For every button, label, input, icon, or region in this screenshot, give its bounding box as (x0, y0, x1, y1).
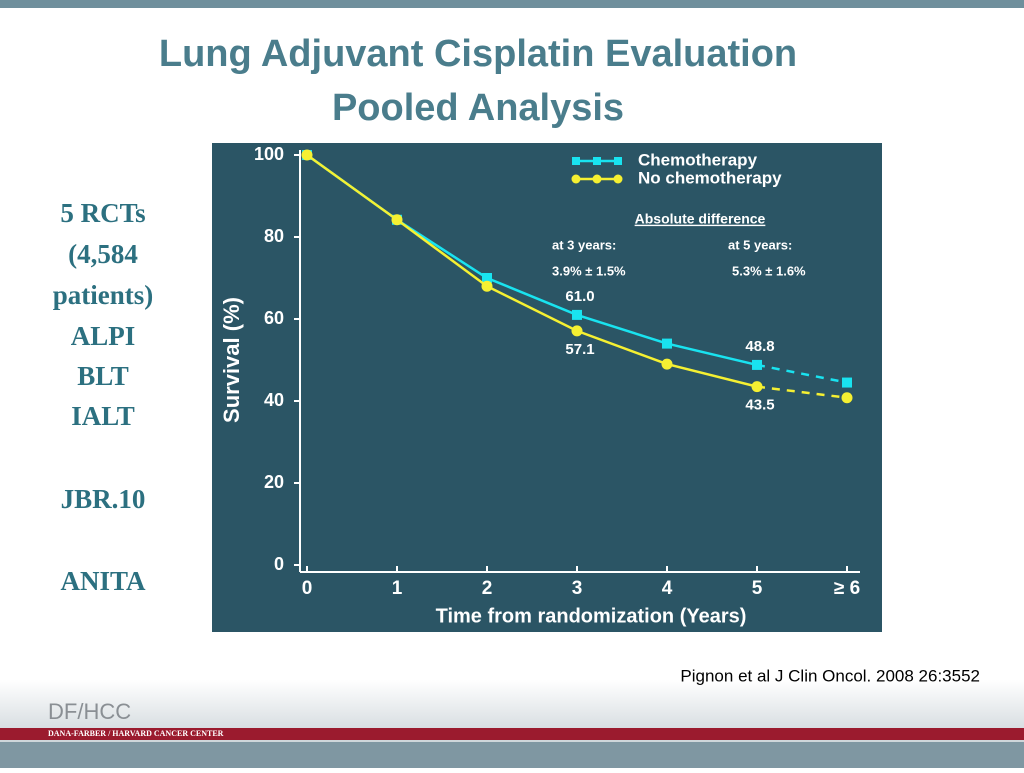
x-axis-label: Time from randomization (Years) (436, 605, 747, 627)
legend-marker (571, 174, 581, 184)
x-tick-label: 2 (482, 578, 493, 599)
value-label: 43.5 (745, 397, 774, 414)
marker (661, 358, 673, 370)
value-label: 57.1 (565, 341, 594, 358)
y-tick-label: 60 (264, 308, 284, 328)
title-line: Lung Adjuvant Cisplatin Evaluation (159, 33, 797, 75)
marker (301, 149, 313, 161)
x-tick-label: 5 (752, 578, 763, 599)
x-tick-label: 0 (302, 578, 313, 599)
series-line (756, 385, 848, 399)
side-text: 5 RCTs (60, 198, 145, 228)
annotation: Absolute difference (635, 211, 766, 227)
logo: DF/HCC (48, 699, 131, 724)
series-line (756, 363, 848, 384)
marker (571, 325, 583, 337)
annotation: 3.9% ± 1.5% (552, 263, 626, 278)
side-text: IALT (71, 401, 135, 431)
y-tick-label: 40 (264, 390, 284, 410)
footer-bottom (0, 742, 1024, 768)
annotation: at 5 years: (728, 237, 792, 252)
title-line: Pooled Analysis (332, 87, 624, 129)
marker (482, 273, 492, 283)
side-text: ANITA (60, 566, 146, 596)
legend-marker (572, 157, 580, 165)
side-text: (4,584 (68, 239, 138, 269)
side-text: patients) (53, 280, 154, 310)
value-label: 48.8 (745, 338, 774, 355)
marker (662, 338, 672, 349)
legend-marker (613, 174, 623, 184)
annotation: at 3 years: (552, 237, 616, 252)
marker (751, 381, 763, 393)
marker (391, 214, 403, 226)
x-tick-label: 4 (662, 578, 673, 599)
legend-marker (592, 174, 602, 184)
y-tick-label: 100 (254, 144, 284, 164)
y-axis-label: Survival (%) (219, 297, 244, 423)
x-tick-label: 3 (572, 578, 583, 599)
footer-stripe (0, 728, 1024, 740)
y-tick-label: 0 (274, 554, 284, 574)
series-line (306, 153, 758, 388)
side-text: BLT (77, 361, 129, 391)
logo-subtitle: DANA-FARBER / HARVARD CANCER CENTER (48, 729, 224, 738)
legend-marker (614, 157, 622, 165)
marker (572, 309, 582, 320)
marker (752, 359, 762, 370)
side-text: JBR.10 (61, 484, 146, 514)
x-tick-label: 1 (392, 578, 403, 599)
top-band (0, 0, 1024, 8)
side-text-group: 5 RCTs (4,584 patients) ALPI BLT IALT JBR.10 AN… (53, 198, 154, 596)
marker (842, 377, 852, 388)
value-label: 61.0 (565, 288, 594, 305)
citation: Pignon et al J Clin Oncol. 2008 26:3552 (680, 666, 980, 685)
marker (481, 280, 493, 292)
y-tick-label: 80 (264, 226, 284, 246)
legend-label: No chemotherapy (638, 168, 782, 187)
plot-panel (212, 143, 882, 632)
legend-marker (593, 157, 601, 165)
y-tick-label: 20 (264, 472, 284, 492)
annotation: 5.3% ± 1.6% (732, 263, 806, 278)
plot: 0 20 40 60 80 100 0 1 2 3 4 5 ≥ 6 Time from randomiza… (219, 144, 860, 628)
x-tick-label: ≥ 6 (834, 578, 860, 599)
legend-label: Chemotherapy (638, 150, 758, 169)
side-text: ALPI (71, 321, 136, 351)
marker (841, 392, 853, 404)
